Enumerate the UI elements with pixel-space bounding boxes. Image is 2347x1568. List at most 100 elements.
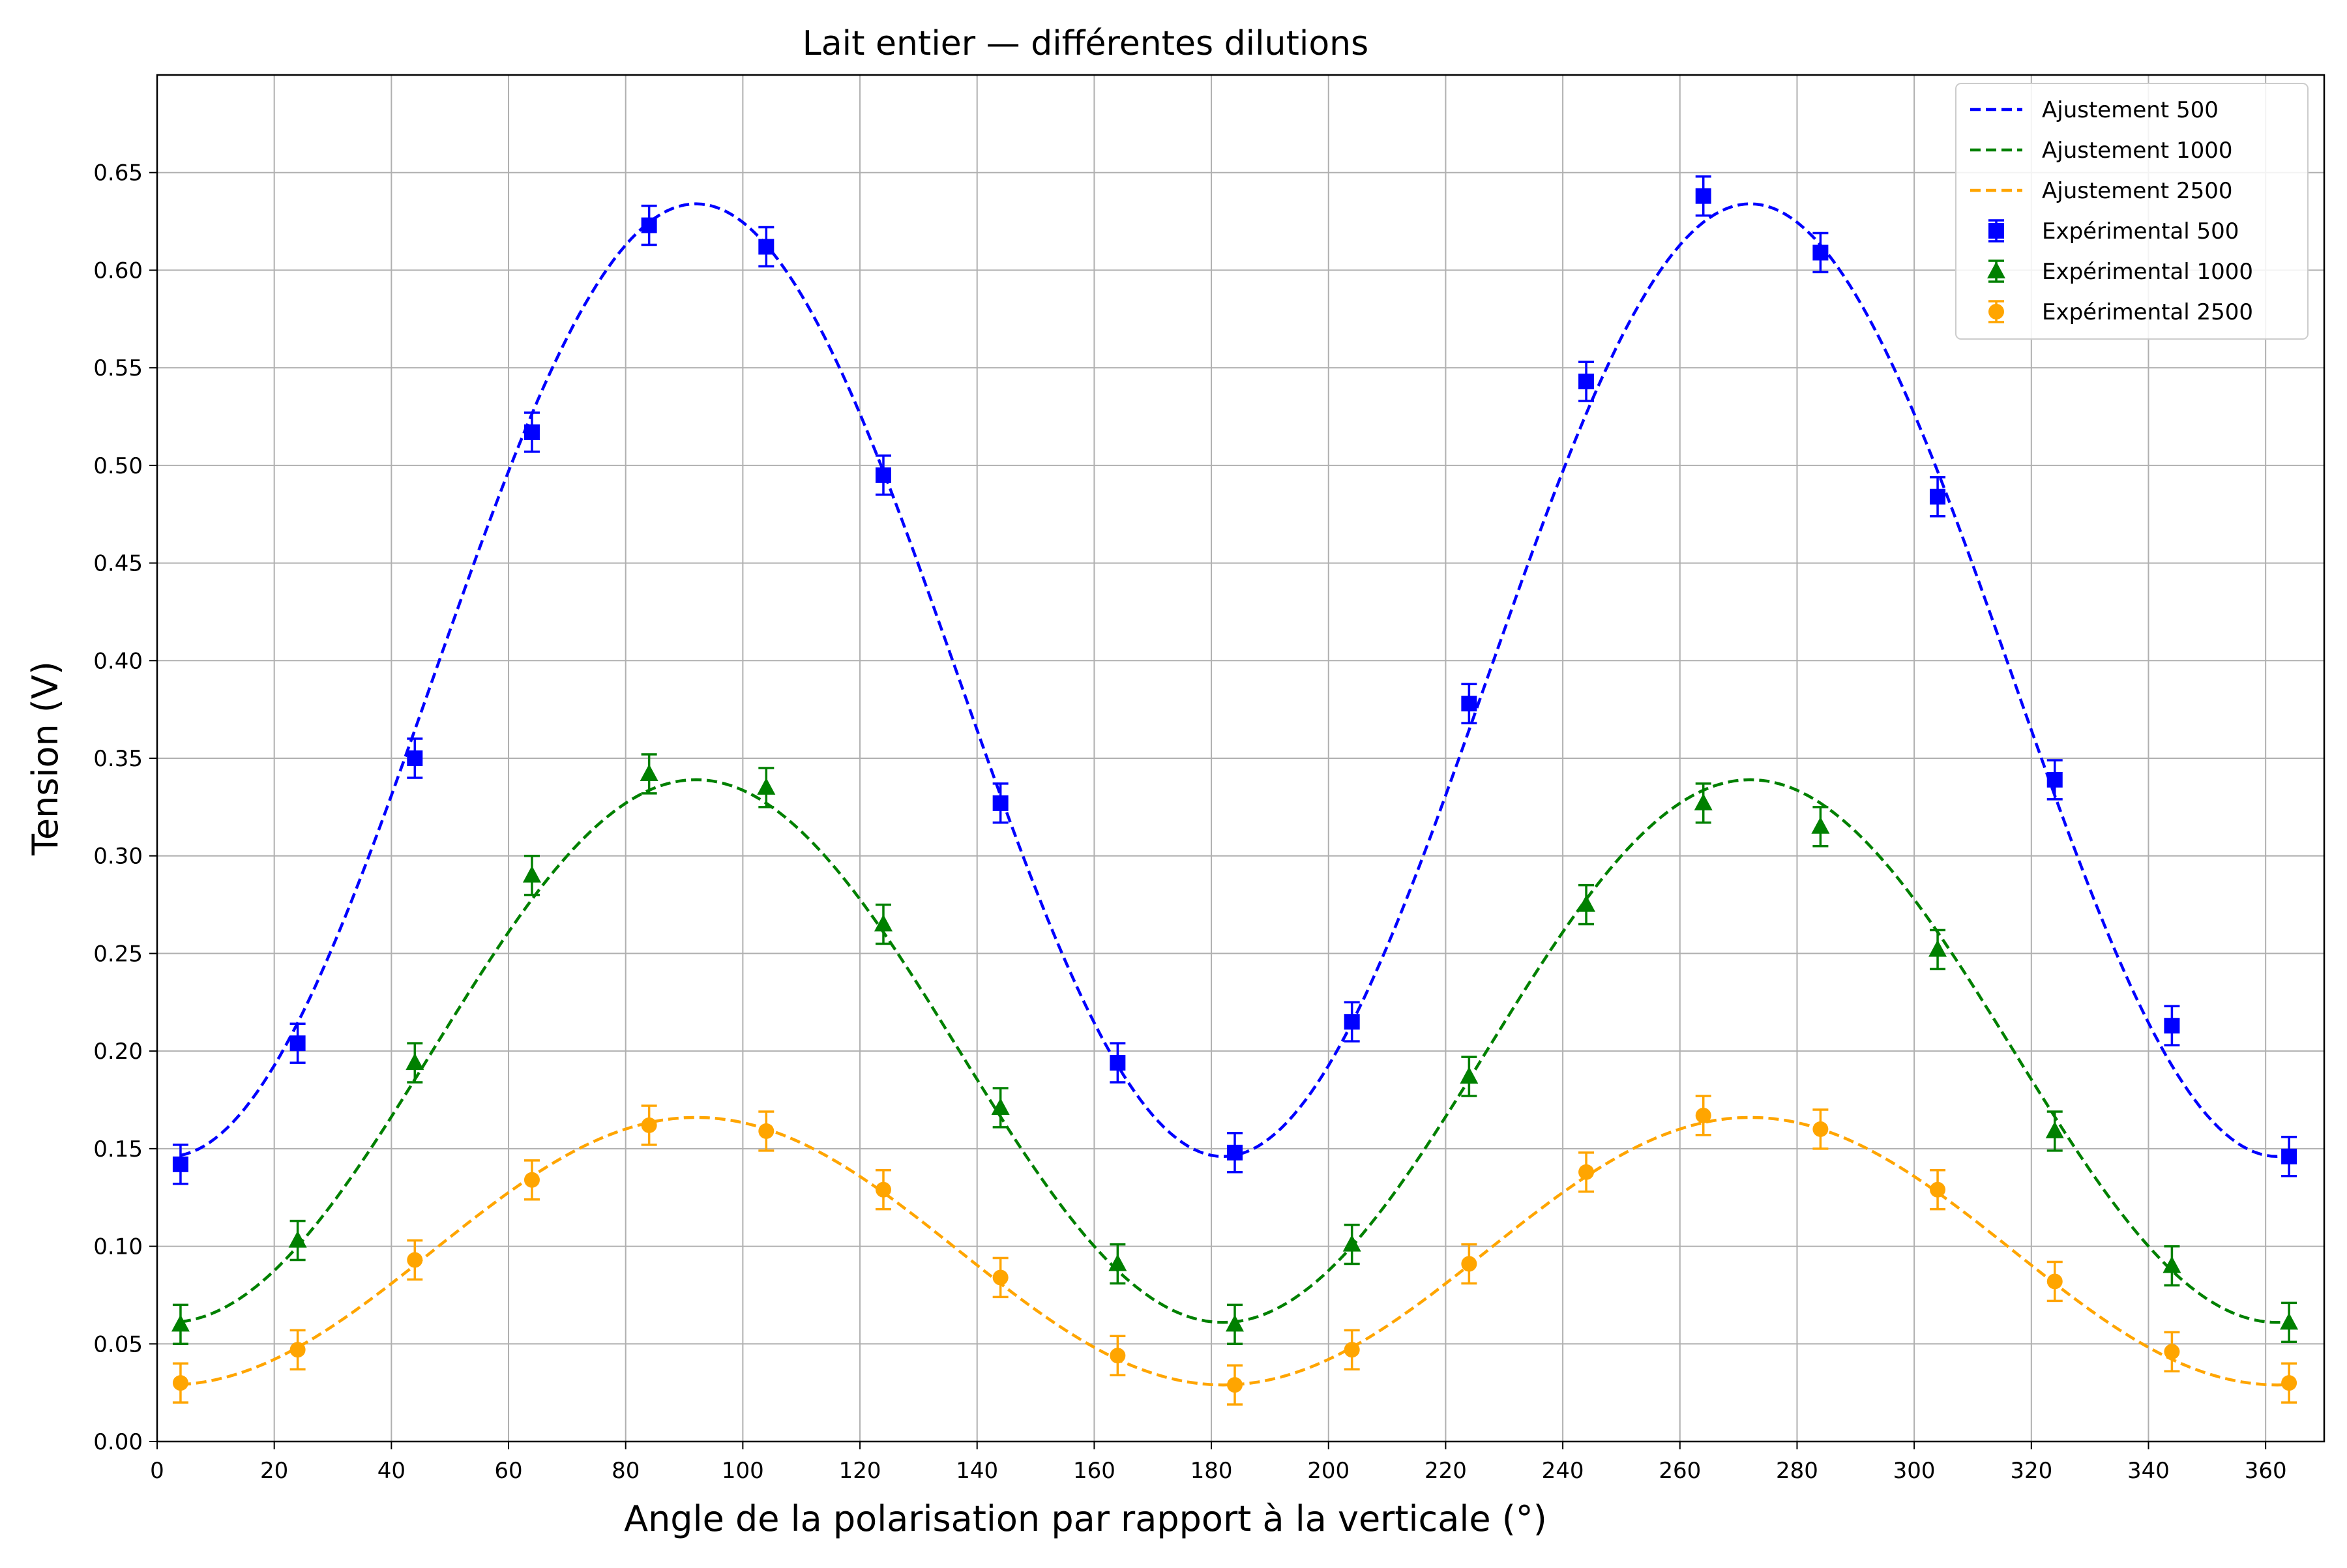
data-point [758, 1123, 775, 1139]
data-point [2045, 1121, 2064, 1138]
x-tick-label: 80 [612, 1458, 640, 1484]
data-point [1342, 1234, 1361, 1252]
data-point [171, 1314, 190, 1332]
y-tick-label: 0.50 [93, 453, 143, 479]
axis-ticks: 0 20 40 60 80 100 120 140 160 180 200 220 240 260 280 3… [93, 160, 2286, 1484]
data-point [1344, 1342, 1360, 1358]
y-tick-label: 0.15 [93, 1136, 143, 1162]
x-axis-label: Angle de la polarisation par rapport à l… [624, 1498, 1547, 1539]
x-tick-label: 240 [1542, 1458, 1584, 1484]
legend-marker-swatch [1987, 261, 2005, 278]
data-point [1461, 1256, 1477, 1272]
data-point [1811, 816, 1830, 834]
data-point [1695, 188, 1711, 204]
data-point [991, 1097, 1010, 1115]
legend-fit-label: Ajustement 500 [2042, 97, 2219, 123]
x-tick-label: 100 [722, 1458, 764, 1484]
data-point [758, 239, 775, 255]
data-point [1226, 1314, 1245, 1332]
data-point [2281, 1375, 2297, 1391]
data-point [1930, 1181, 1946, 1198]
data-point [2164, 1018, 2180, 1034]
legend-series-label: Expérimental 500 [2042, 218, 2239, 244]
x-tick-label: 160 [1073, 1458, 1115, 1484]
x-tick-label: 220 [1424, 1458, 1467, 1484]
y-tick-label: 0.20 [93, 1039, 143, 1065]
y-tick-label: 0.55 [93, 355, 143, 381]
legend-series-label: Expérimental 1000 [2042, 259, 2253, 285]
data-point [1227, 1377, 1243, 1393]
y-tick-label: 0.25 [93, 941, 143, 967]
data-point [641, 217, 657, 233]
legend: Ajustement 500 Ajustement 1000 Ajustement … [1955, 83, 2309, 340]
x-tick-label: 140 [956, 1458, 998, 1484]
data-point [2046, 771, 2063, 788]
y-tick-label: 0.35 [93, 746, 143, 772]
data-point [289, 1342, 306, 1358]
data-point [1344, 1014, 1360, 1030]
x-tick-label: 180 [1190, 1458, 1233, 1484]
data-point [1578, 1164, 1595, 1180]
data-point [289, 1035, 306, 1052]
chart-title: Lait entier — différentes dilutions [803, 24, 1368, 63]
data-point [1695, 1107, 1711, 1123]
data-point [992, 1269, 1009, 1286]
data-point [2164, 1344, 2180, 1360]
data-point [1928, 939, 1947, 957]
data-point [1578, 374, 1595, 390]
data-point [2280, 1312, 2299, 1330]
data-point [2281, 1148, 2297, 1164]
data-point [1812, 244, 1829, 261]
x-tick-label: 320 [2010, 1458, 2052, 1484]
data-point [992, 795, 1009, 811]
data-point [1694, 793, 1713, 810]
x-tick-label: 280 [1776, 1458, 1818, 1484]
y-tick-label: 0.05 [93, 1331, 143, 1357]
data-point [874, 914, 893, 932]
x-tick-label: 40 [377, 1458, 406, 1484]
y-tick-label: 0.30 [93, 844, 143, 870]
data-point [875, 1181, 891, 1198]
data-point [288, 1230, 307, 1248]
data-point [1461, 696, 1477, 712]
data-point [1110, 1055, 1126, 1071]
data-point [524, 1172, 540, 1188]
x-tick-label: 340 [2127, 1458, 2170, 1484]
y-axis-label: Tension (V) [25, 661, 66, 856]
data-point [1460, 1067, 1479, 1084]
data-markers [171, 188, 2299, 1393]
data-point [1110, 1348, 1126, 1364]
data-point [172, 1375, 188, 1391]
data-point [524, 424, 540, 440]
y-tick-label: 0.00 [93, 1429, 143, 1455]
data-point [522, 865, 541, 883]
data-point [1577, 895, 1596, 912]
data-point [1227, 1144, 1243, 1161]
data-point [1812, 1121, 1829, 1137]
x-tick-label: 20 [260, 1458, 288, 1484]
y-tick-label: 0.10 [93, 1234, 143, 1260]
x-tick-label: 360 [2245, 1458, 2287, 1484]
x-tick-label: 260 [1659, 1458, 1701, 1484]
legend-series-label: Expérimental 2500 [2042, 299, 2253, 325]
data-point [757, 777, 776, 795]
x-tick-label: 200 [1307, 1458, 1350, 1484]
legend-box [1955, 83, 2309, 340]
legend-marker-swatch [1988, 304, 2004, 319]
legend-marker-swatch [1988, 223, 2004, 239]
legend-fit-label: Ajustement 1000 [2042, 138, 2232, 164]
data-point [2046, 1273, 2063, 1290]
x-tick-label: 60 [494, 1458, 522, 1484]
data-point [1108, 1254, 1127, 1271]
data-point [2162, 1256, 2181, 1273]
legend-fit-label: Ajustement 2500 [2042, 178, 2232, 204]
data-point [641, 1117, 657, 1133]
data-point [407, 750, 423, 766]
x-tick-label: 300 [1893, 1458, 1936, 1484]
data-point [172, 1156, 188, 1172]
x-tick-label: 0 [150, 1458, 164, 1484]
y-tick-label: 0.65 [93, 160, 143, 186]
y-tick-label: 0.60 [93, 258, 143, 284]
